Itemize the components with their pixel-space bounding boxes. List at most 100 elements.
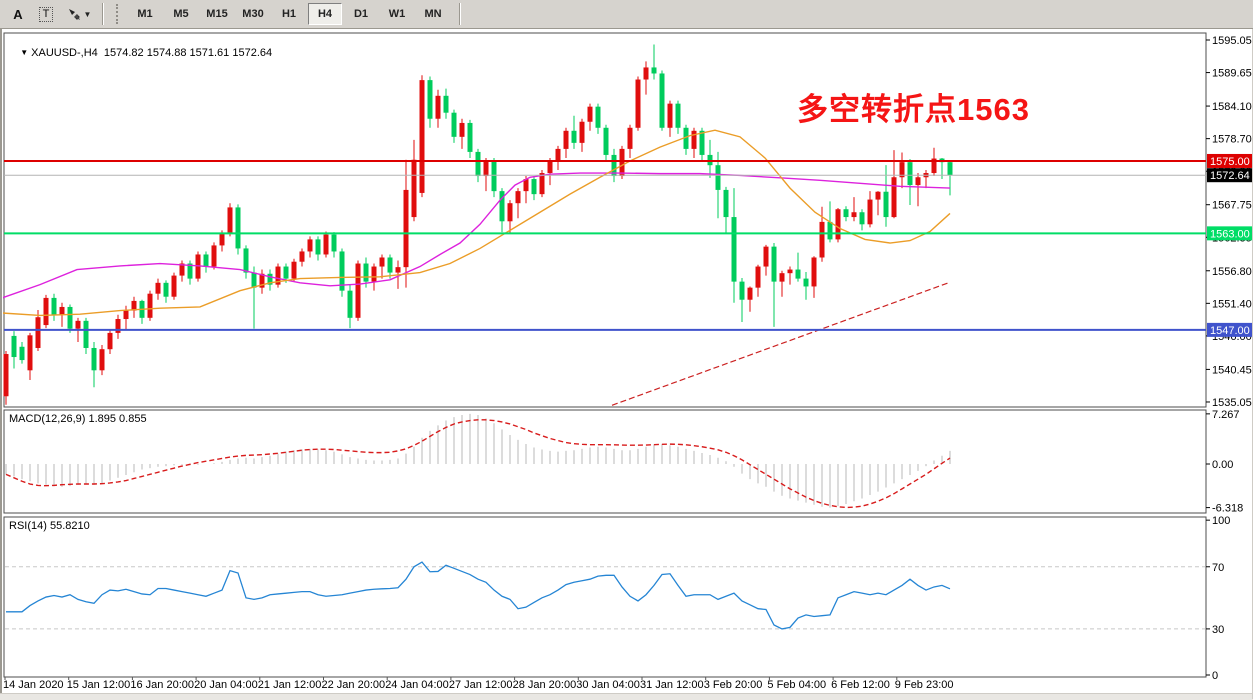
timeframe-button-m5[interactable]: M5 bbox=[173, 8, 189, 20]
candle bbox=[819, 221, 825, 258]
macd-axis-label: 0.00 bbox=[1212, 459, 1233, 471]
candle bbox=[571, 130, 577, 143]
time-tick-label: 27 Jan 12:00 bbox=[449, 679, 513, 691]
candle bbox=[739, 281, 745, 300]
chart-window[interactable]: 1595.051589.651584.101578.701573.301567.… bbox=[0, 29, 1253, 700]
time-tick-label: 9 Feb 23:00 bbox=[895, 679, 954, 691]
time-axis[interactable]: 14 Jan 2020 15 Jan 12:00 16 Jan 20:00 20 Ja… bbox=[3, 677, 954, 691]
timeframe-button-group: M1 M5 M15 M30 H1 H4 D1 W1 MN bbox=[127, 3, 451, 25]
candle bbox=[723, 189, 729, 218]
timeframe-button-m1[interactable]: M1 bbox=[137, 8, 153, 20]
candle bbox=[731, 217, 737, 282]
window-bottom-strip bbox=[0, 693, 1253, 700]
price-badge-1563.00-label: 1563.00 bbox=[1210, 228, 1250, 240]
price-tick-label: 1535.05 bbox=[1212, 397, 1252, 409]
candle bbox=[339, 251, 345, 291]
candle bbox=[19, 346, 25, 361]
candle bbox=[219, 233, 225, 246]
candle bbox=[811, 257, 817, 287]
timeframe-button-d1[interactable]: D1 bbox=[353, 8, 369, 20]
candle bbox=[371, 266, 377, 282]
candle bbox=[523, 179, 529, 192]
candle bbox=[411, 159, 417, 218]
candles-layer bbox=[3, 44, 953, 405]
candle bbox=[347, 290, 353, 318]
candle bbox=[83, 320, 89, 348]
rsi-axis-label: 70 bbox=[1212, 562, 1224, 574]
candle bbox=[35, 317, 41, 348]
candle bbox=[907, 162, 913, 186]
candle bbox=[675, 103, 681, 128]
time-tick-label: 31 Jan 12:00 bbox=[640, 679, 704, 691]
current-price-badge-label: 1572.64 bbox=[1210, 170, 1250, 182]
toolbar-drag-handle[interactable] bbox=[116, 4, 122, 24]
macd-pane[interactable] bbox=[3, 409, 1207, 514]
timeframe-button-h4[interactable]: H4 bbox=[308, 3, 342, 25]
candle bbox=[227, 207, 233, 234]
candle bbox=[211, 245, 217, 267]
text-label-tool-button[interactable]: A bbox=[13, 6, 23, 22]
candle bbox=[795, 269, 801, 279]
candle bbox=[619, 148, 625, 177]
main-pane[interactable] bbox=[3, 32, 1207, 408]
timeframe-button-h1[interactable]: H1 bbox=[281, 8, 297, 20]
candle bbox=[323, 234, 329, 255]
candle bbox=[179, 263, 185, 276]
candle bbox=[331, 234, 337, 252]
candle bbox=[579, 121, 585, 143]
candle bbox=[51, 297, 57, 315]
candle bbox=[379, 257, 385, 267]
candle bbox=[667, 103, 673, 128]
price-tick-label: 1595.05 bbox=[1212, 35, 1252, 47]
candle bbox=[851, 212, 857, 218]
candle bbox=[555, 148, 561, 161]
text-box-tool-button[interactable]: T bbox=[33, 2, 59, 26]
rsi-axis-label: 100 bbox=[1212, 515, 1230, 527]
time-tick-label: 14 Jan 2020 bbox=[3, 679, 64, 691]
timeframe-button-m15[interactable]: M15 bbox=[206, 8, 228, 20]
chart-canvas[interactable]: 1595.051589.651584.101578.701573.301567.… bbox=[0, 29, 1253, 699]
candle bbox=[155, 282, 161, 294]
candle bbox=[475, 151, 481, 177]
window-left-border bbox=[0, 29, 3, 699]
candle bbox=[123, 310, 129, 320]
candle bbox=[827, 221, 833, 240]
candle bbox=[243, 248, 249, 273]
price-axis[interactable]: 1595.051589.651584.101578.701573.301567.… bbox=[1206, 35, 1253, 682]
candle bbox=[875, 191, 881, 200]
macd-axis-label: -6.318 bbox=[1212, 503, 1243, 515]
candle bbox=[67, 306, 73, 329]
time-tick-label: 21 Jan 12:00 bbox=[258, 679, 322, 691]
candle bbox=[627, 127, 633, 149]
price-badge-1575.00 bbox=[1207, 153, 1253, 168]
candle bbox=[171, 275, 177, 297]
price-badge-1547.00 bbox=[1207, 322, 1253, 337]
cursor-tool-dropdown[interactable]: ▼ bbox=[61, 2, 97, 26]
candle bbox=[691, 130, 697, 149]
chart-text-annotation[interactable]: 多空转折点1563 bbox=[797, 92, 1030, 127]
timeframe-button-m30[interactable]: M30 bbox=[242, 8, 264, 20]
candle bbox=[91, 347, 97, 371]
candle bbox=[203, 254, 209, 267]
candle bbox=[299, 251, 305, 262]
candle bbox=[403, 189, 409, 268]
timeframe-button-w1[interactable]: W1 bbox=[388, 8, 406, 20]
time-tick-label: 22 Jan 20:00 bbox=[322, 679, 386, 691]
text-box-icon: T bbox=[38, 6, 54, 22]
candle bbox=[355, 263, 361, 318]
candle bbox=[147, 293, 153, 318]
current-price-badge bbox=[1207, 168, 1253, 183]
toolbar: A T ▼ M1 M5 M15 M30 H1 H4 D1 W1 MN bbox=[0, 0, 1253, 29]
rsi-pane[interactable] bbox=[3, 516, 1207, 678]
time-tick-label: 3 Feb 20:00 bbox=[704, 679, 763, 691]
timeframe-button-mn[interactable]: MN bbox=[424, 8, 442, 20]
candle bbox=[27, 335, 33, 371]
time-tick-label: 15 Jan 12:00 bbox=[67, 679, 131, 691]
candle bbox=[899, 162, 905, 178]
candle bbox=[163, 282, 169, 297]
price-badge-1547.00-label: 1547.00 bbox=[1210, 325, 1250, 337]
time-tick-label: 24 Jan 04:00 bbox=[385, 679, 449, 691]
candle bbox=[363, 263, 369, 282]
symbol-ohlc-header: ▼ XAUUSD-,H4 1574.82 1574.88 1571.61 1572… bbox=[20, 47, 273, 59]
candle bbox=[763, 246, 769, 267]
